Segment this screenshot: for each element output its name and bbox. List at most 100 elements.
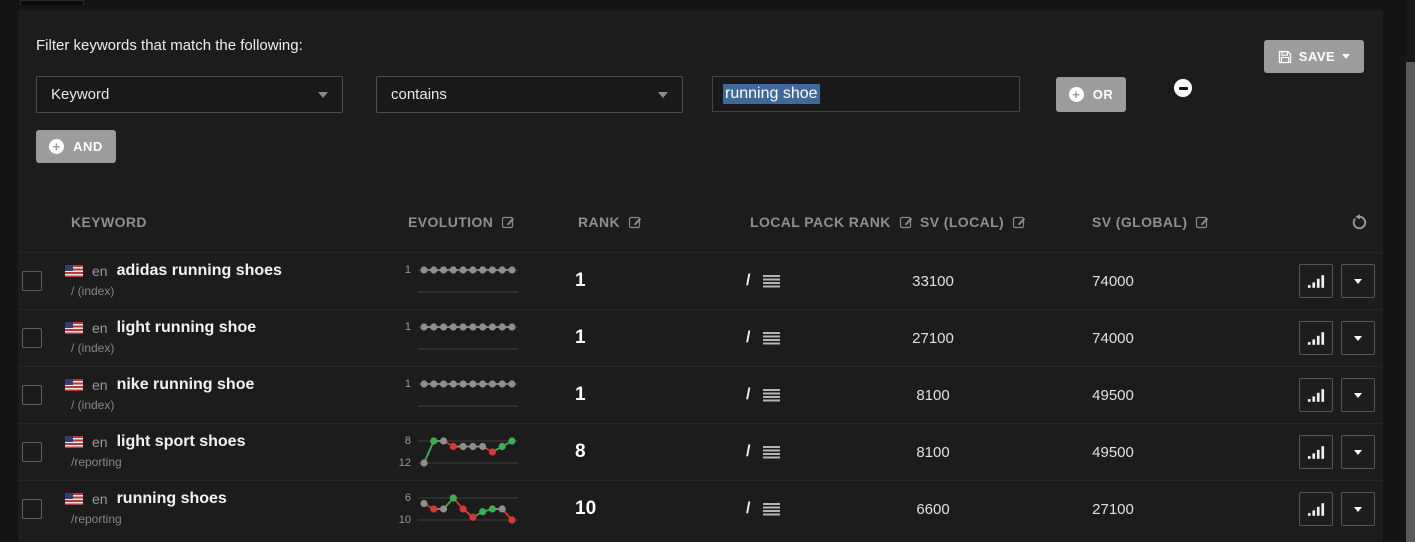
landing-page-path: / (index) bbox=[71, 341, 115, 355]
row-checkbox[interactable] bbox=[22, 442, 42, 462]
row-options-button[interactable] bbox=[1341, 378, 1375, 412]
remove-condition-button[interactable] bbox=[1174, 79, 1192, 97]
us-flag-icon bbox=[65, 322, 83, 334]
sparkline-top-label: 1 bbox=[404, 264, 411, 276]
chevron-down-icon bbox=[658, 91, 668, 98]
edit-icon[interactable] bbox=[1012, 215, 1026, 229]
keyword-chart-button[interactable] bbox=[1299, 264, 1333, 298]
refresh-icon bbox=[1352, 214, 1367, 230]
keyword-chart-button[interactable] bbox=[1299, 378, 1333, 412]
local-pack-list-button[interactable] bbox=[763, 445, 781, 459]
filter-operator-select[interactable]: contains bbox=[376, 76, 683, 113]
refresh-button[interactable] bbox=[1350, 212, 1370, 232]
evolution-sparkline: 1 bbox=[384, 376, 520, 414]
keyword-chart-button[interactable] bbox=[1299, 492, 1333, 526]
row-checkbox[interactable] bbox=[22, 385, 42, 405]
column-header-keyword[interactable]: KEYWORD bbox=[71, 214, 147, 230]
plus-circle-icon: + bbox=[49, 139, 65, 154]
scrollbar-thumb[interactable] bbox=[1406, 62, 1415, 542]
local-pack-list-button[interactable] bbox=[763, 331, 781, 345]
local-pack-rank-value: / bbox=[746, 272, 751, 289]
column-header-sv-global[interactable]: SV (GLOBAL) bbox=[1092, 214, 1209, 230]
chevron-down-icon bbox=[1354, 392, 1362, 398]
list-icon bbox=[763, 446, 781, 459]
row-options-button[interactable] bbox=[1341, 492, 1375, 526]
keyword-filter-panel: Filter keywords that match the following… bbox=[18, 10, 1383, 542]
local-pack-list-button[interactable] bbox=[763, 502, 781, 516]
local-pack-rank-value: / bbox=[746, 500, 751, 517]
local-pack-list-button[interactable] bbox=[763, 274, 781, 288]
save-button[interactable]: SAVE bbox=[1264, 40, 1364, 73]
sparkline-top-label: 1 bbox=[404, 378, 411, 390]
and-button-label: AND bbox=[73, 139, 103, 154]
rank-value: 10 bbox=[575, 498, 597, 519]
us-flag-icon bbox=[65, 379, 83, 391]
landing-page-path: /reporting bbox=[71, 455, 122, 469]
chevron-down-icon bbox=[1354, 278, 1362, 284]
keyword-link[interactable]: light running shoe bbox=[116, 319, 257, 336]
keyword-link[interactable]: running shoes bbox=[116, 490, 227, 507]
sparkline-chart bbox=[416, 433, 520, 471]
sparkline-top-label: 8 bbox=[404, 435, 411, 447]
and-button[interactable]: + AND bbox=[36, 130, 116, 163]
sparkline-bottom-label: 10 bbox=[398, 514, 411, 526]
local-pack-rank-value: / bbox=[746, 386, 751, 403]
column-header-sv-local[interactable]: SV (LOCAL) bbox=[920, 214, 1026, 230]
chevron-down-icon bbox=[1354, 335, 1362, 341]
edit-icon[interactable] bbox=[501, 215, 515, 229]
row-options-button[interactable] bbox=[1341, 435, 1375, 469]
sparkline-bottom-label: 12 bbox=[398, 457, 411, 469]
filter-value-input[interactable]: running shoe bbox=[712, 76, 1020, 112]
sparkline-chart bbox=[416, 376, 520, 414]
keyword-link[interactable]: light sport shoes bbox=[116, 433, 246, 450]
row-options-button[interactable] bbox=[1341, 264, 1375, 298]
chevron-down-icon bbox=[318, 91, 328, 98]
keyword-chart-button[interactable] bbox=[1299, 435, 1333, 469]
sv-global-value: 74000 bbox=[1092, 330, 1134, 347]
language-label: en bbox=[92, 434, 108, 450]
local-pack-rank-value: / bbox=[746, 443, 751, 460]
rank-value: 1 bbox=[575, 327, 586, 348]
edit-icon[interactable] bbox=[628, 215, 642, 229]
row-checkbox[interactable] bbox=[22, 271, 42, 291]
list-icon bbox=[763, 275, 781, 288]
language-label: en bbox=[92, 377, 108, 393]
filter-field-select[interactable]: Keyword bbox=[36, 76, 343, 113]
sparkline-chart bbox=[416, 490, 520, 528]
evolution-sparkline: 1 bbox=[384, 262, 520, 300]
keyword-link[interactable]: adidas running shoes bbox=[116, 262, 282, 279]
bar-chart-icon bbox=[1307, 445, 1325, 459]
local-pack-list-button[interactable] bbox=[763, 388, 781, 402]
landing-page-path: /reporting bbox=[71, 512, 122, 526]
row-checkbox[interactable] bbox=[22, 499, 42, 519]
sv-local-value: 8100 bbox=[916, 444, 950, 461]
table-header-row: KEYWORD EVOLUTION RANK LOCAL PACK RANK S… bbox=[18, 195, 1383, 252]
scrollbar-track[interactable] bbox=[1406, 0, 1415, 542]
keyword-link[interactable]: nike running shoe bbox=[116, 376, 255, 393]
sv-local-value: 8100 bbox=[916, 387, 950, 404]
bar-chart-icon bbox=[1307, 388, 1325, 402]
row-options-button[interactable] bbox=[1341, 321, 1375, 355]
column-header-evolution[interactable]: EVOLUTION bbox=[408, 214, 515, 230]
row-checkbox[interactable] bbox=[22, 328, 42, 348]
sv-global-value: 74000 bbox=[1092, 273, 1134, 290]
language-label: en bbox=[92, 491, 108, 507]
or-button[interactable]: + OR bbox=[1056, 77, 1126, 112]
table-body: en adidas running shoes / (index) 1 1 / bbox=[18, 252, 1383, 537]
table-row: en light running shoe / (index) 1 1 / bbox=[18, 309, 1383, 366]
column-header-local-pack-rank[interactable]: LOCAL PACK RANK bbox=[750, 214, 913, 230]
edit-icon[interactable] bbox=[1195, 215, 1209, 229]
filter-title: Filter keywords that match the following… bbox=[36, 37, 303, 54]
evolution-sparkline: 8 12 bbox=[384, 433, 520, 471]
top-tab-remnant bbox=[20, 0, 84, 5]
edit-icon[interactable] bbox=[899, 215, 913, 229]
us-flag-icon bbox=[65, 493, 83, 505]
local-pack-rank-value: / bbox=[746, 329, 751, 346]
or-button-label: OR bbox=[1092, 87, 1114, 102]
keyword-chart-button[interactable] bbox=[1299, 321, 1333, 355]
save-button-label: SAVE bbox=[1298, 49, 1336, 64]
column-header-rank[interactable]: RANK bbox=[578, 214, 642, 230]
landing-page-path: / (index) bbox=[71, 398, 115, 412]
language-label: en bbox=[92, 320, 108, 336]
sv-local-value: 6600 bbox=[916, 501, 950, 518]
